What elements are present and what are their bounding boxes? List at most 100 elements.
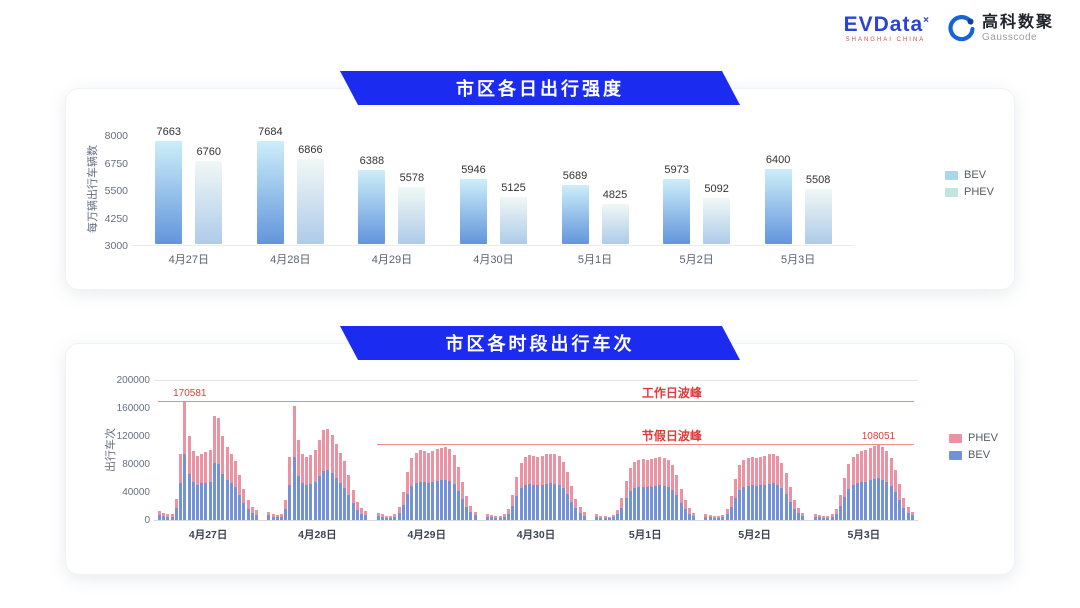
phev-segment [784,473,788,495]
bar-group: 7663 6760 4月27日 [155,119,223,267]
bev-segment [238,495,242,520]
legend-swatch [949,433,963,443]
hour-bar [801,512,805,520]
bev-segment [515,496,519,520]
phev-segment [221,436,225,474]
phev-segment [170,513,174,517]
hour-bar [217,417,221,520]
phev-segment [296,439,300,476]
phev-segment [179,453,183,484]
bev-segment [523,485,527,520]
y-axis-tick: 40000 [122,487,150,498]
hour-bar [347,475,351,520]
hour-bar [460,482,464,520]
bev-segment [187,473,191,520]
legend-item-bev[interactable]: BEV [945,169,994,181]
hour-bar [355,501,359,520]
phev-segment [536,457,540,486]
legend-item-bev[interactable]: BEV [949,449,998,461]
bev-bar-column: 7684 [256,126,284,244]
phev-segment [717,516,721,518]
bev-segment [544,483,548,520]
phev-segment [595,514,599,517]
hour-bar [195,455,199,520]
hour-bar [813,513,817,520]
bar-value-label: 4825 [602,188,628,201]
bev-segment [158,515,161,520]
phev-segment [158,510,161,515]
bev-segment [246,509,250,520]
legend-item-phev[interactable]: PHEV [949,432,998,444]
phev-segment [658,457,662,486]
phev-segment [788,487,792,502]
phev-segment [834,508,838,514]
day-group [595,380,696,520]
hour-bar [872,445,876,520]
phev-segment [759,457,763,486]
bev-segment [788,501,792,520]
bev-segment [380,516,384,520]
hour-bar [750,457,754,520]
bev-segment [435,481,439,520]
phev-segment [813,513,817,517]
x-axis-label: 4月30日 [473,254,514,266]
phev-segment [255,510,259,515]
phev-segment [439,447,443,481]
bev-bar-column: 6388 [358,155,386,244]
hour-bar [834,508,838,520]
bev-segment [410,486,414,520]
hour-bar [898,483,902,520]
chart2-title-banner: 市区各时段出行车次 [340,326,740,360]
bev-segment [292,457,296,520]
hour-bar [170,513,174,520]
day-group [376,380,477,520]
hour-bar [267,511,271,520]
phev-segment [317,439,321,476]
phev-segment [339,452,342,483]
hour-bar [641,459,645,520]
hour-bar [784,473,788,520]
evdata-tagline: SHANGHAI CHINA [845,37,926,43]
hour-bar [393,513,397,520]
bev-segment [578,513,582,520]
legend-item-phev[interactable]: PHEV [945,186,994,198]
bev-segment [279,516,283,520]
bev-bar-column: 6400 [764,154,792,244]
gausscode-name-en: Gausscode [981,31,1038,43]
phev-segment [553,454,557,484]
phev-segment [612,514,615,518]
phev-segment [422,451,426,483]
phev-bar [804,188,832,244]
hour-bar [339,452,342,520]
bev-segment [221,473,225,520]
hour-bar [414,452,418,520]
hour-bar [763,455,767,520]
bev-segment [519,488,523,520]
hour-bar [817,515,821,520]
hour-bar [301,453,305,520]
phev-segment [385,515,388,518]
bev-segment [284,509,288,520]
hour-bar [469,506,473,520]
bev-bar [256,141,284,244]
phev-segment [473,511,477,516]
bev-segment [574,508,578,520]
phev-segment [582,512,586,516]
phev-segment [292,405,296,458]
bev-segment [229,483,233,520]
phev-segment [166,514,170,517]
logo-bar: EVData× SHANGHAI CHINA 高科数聚 Gausscode [844,14,1054,43]
y-axis-tick: 8000 [104,130,128,142]
phev-segment [393,513,397,517]
phev-segment [793,499,796,509]
legend-label: BEV [964,169,987,181]
bev-segment [671,490,675,520]
hour-bar [847,464,851,520]
hour-bar [855,453,859,520]
bev-segment [750,485,754,520]
bev-segment [397,513,401,520]
bev-bar [358,169,386,244]
phev-segment [671,465,675,490]
bev-segment [704,516,708,520]
bev-segment [851,485,855,520]
